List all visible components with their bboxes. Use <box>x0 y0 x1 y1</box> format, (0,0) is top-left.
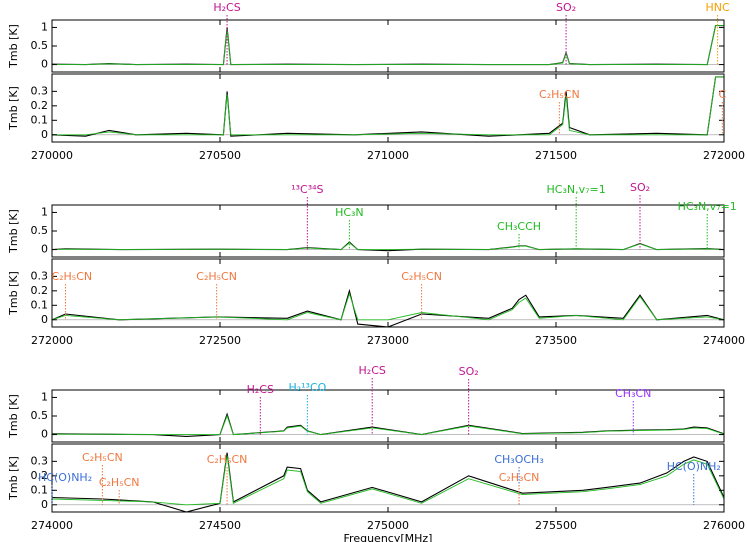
annotation-label: C₂H₃CN <box>499 471 540 484</box>
y-axis-label: Tmb [K] <box>7 86 20 131</box>
panel-frame <box>51 73 725 143</box>
y-tick-label: 0.2 <box>31 469 49 482</box>
y-tick-label: 1 <box>41 20 48 33</box>
x-tick-label: 275000 <box>367 519 409 532</box>
y-tick-label: 0 <box>41 498 48 511</box>
annotation-label: C₂H₅CN <box>82 451 123 464</box>
y-tick-label: 0 <box>41 128 48 141</box>
x-tick-label: 275500 <box>535 519 577 532</box>
x-tick-label: 272500 <box>199 334 241 347</box>
annotation-label: H₂CS <box>247 383 274 396</box>
y-tick-label: 1 <box>41 390 48 403</box>
annotation-label: ¹³C³⁴S <box>291 183 323 196</box>
y-tick-label: 0.5 <box>31 39 49 52</box>
panel: 0 0.5 1 Tmb [K] H₂CS H₂¹³CO H₂CS SO₂ CH₃CN <box>7 364 725 443</box>
x-axis-label: Frequency[MHz] <box>344 532 433 542</box>
y-tick-label: 0 <box>41 428 48 441</box>
annotation-label: C₂H₅CN <box>539 88 580 101</box>
annotation-label: SO₂ <box>459 365 479 378</box>
annotation-label: CH₃CCH <box>497 220 541 233</box>
x-tick-label: 271500 <box>535 149 577 162</box>
annotation-label: C₂H₅CN <box>99 476 140 489</box>
annotation-label: HC(O)NH₂ <box>38 471 92 484</box>
y-tick-label: 0.1 <box>31 298 49 311</box>
panel: 0 0.10.2 0.3 272000 272500 273000 273500 274000… <box>7 258 745 347</box>
y-axis-label: Tmb [K] <box>7 271 20 316</box>
y-tick-label: 0.3 <box>31 454 49 467</box>
y-tick-label: 0.2 <box>31 284 49 297</box>
annotation-label: HC₃N,v₇=1 <box>547 183 606 196</box>
y-axis-label: Tmb [K] <box>7 394 20 439</box>
x-tick-label: 270000 <box>31 149 73 162</box>
x-tick-label: 273500 <box>535 334 577 347</box>
spectrum-line <box>52 25 724 66</box>
y-tick-label: 1 <box>41 205 48 218</box>
x-tick-label: 270500 <box>199 149 241 162</box>
spectrum-line <box>52 414 724 436</box>
y-tick-label: 0.1 <box>31 483 49 496</box>
y-tick-label: 0.5 <box>31 409 49 422</box>
annotation-label: C₂H₅CN <box>51 270 92 283</box>
panel: 0 0.5 1 Tmb [K] ¹³C³⁴S HC₃N CH₃CCH HC₃N,v₇=1 SO₂… <box>7 181 737 258</box>
x-tick-label: 273000 <box>367 334 409 347</box>
spectrum-line <box>52 76 724 136</box>
spectrum-line <box>52 455 724 506</box>
y-tick-label: 0.3 <box>31 269 49 282</box>
annotation-label: C₂H₅CN <box>196 270 237 283</box>
y-tick-label: 0.3 <box>31 84 49 97</box>
annotation-label: H₂¹³CO <box>288 381 326 394</box>
spectrum-line <box>52 288 724 327</box>
spectrum-line <box>52 452 724 512</box>
annotation-label: SO₂ <box>556 1 576 14</box>
panel: 0 0.5 1 Tmb [K] H₂CS SO₂ HNC <box>7 1 731 73</box>
x-tick-label: 271000 <box>367 149 409 162</box>
x-tick-label: 272000 <box>703 149 745 162</box>
y-tick-label: 0.1 <box>31 113 49 126</box>
y-axis-label: Tmb [K] <box>7 456 20 501</box>
annotation-label: HC₃N <box>335 206 364 219</box>
annotation-label: C <box>718 88 726 101</box>
annotation-label: HC₃N,v₇=1 <box>678 200 737 213</box>
x-tick-label: 272000 <box>31 334 73 347</box>
annotation-label: CH₃OCH₃ <box>494 453 543 466</box>
y-axis-label: Tmb [K] <box>7 209 20 254</box>
x-tick-label: 276000 <box>703 519 745 532</box>
panel: 0 0.10.2 0.3 274000 274500 275000 275500 276000… <box>7 443 745 542</box>
y-tick-label: 0 <box>41 313 48 326</box>
spectrum-line <box>52 242 724 251</box>
annotation-label: C₂H₅CN <box>401 270 442 283</box>
annotation-label: H₂CS <box>213 1 240 14</box>
y-tick-label: 0.5 <box>31 224 49 237</box>
spectrum-line <box>52 25 724 66</box>
x-tick-label: 274500 <box>199 519 241 532</box>
y-axis-label: Tmb [K] <box>7 24 20 69</box>
panel-frame <box>51 258 725 328</box>
annotation-label: H₂CS <box>359 364 386 377</box>
spectrum-line <box>52 412 724 437</box>
y-tick-label: 0 <box>41 58 48 71</box>
annotation-label: SO₂ <box>630 181 650 194</box>
panel: 0 0.10.2 0.3 270000 270500 271000 271500 272000… <box>7 73 745 162</box>
annotation-label: HNC <box>706 1 731 14</box>
annotation-label: CH₃CN <box>615 387 651 400</box>
spectrum-line <box>52 76 724 137</box>
annotation-label: HC(O)NH₂ <box>667 460 721 473</box>
x-tick-label: 274000 <box>703 334 745 347</box>
y-tick-label: 0.2 <box>31 99 49 112</box>
annotation-label: C₂H₅CN <box>207 453 248 466</box>
y-tick-label: 0 <box>41 243 48 256</box>
spectrum-line <box>52 292 724 321</box>
x-tick-label: 274000 <box>31 519 73 532</box>
